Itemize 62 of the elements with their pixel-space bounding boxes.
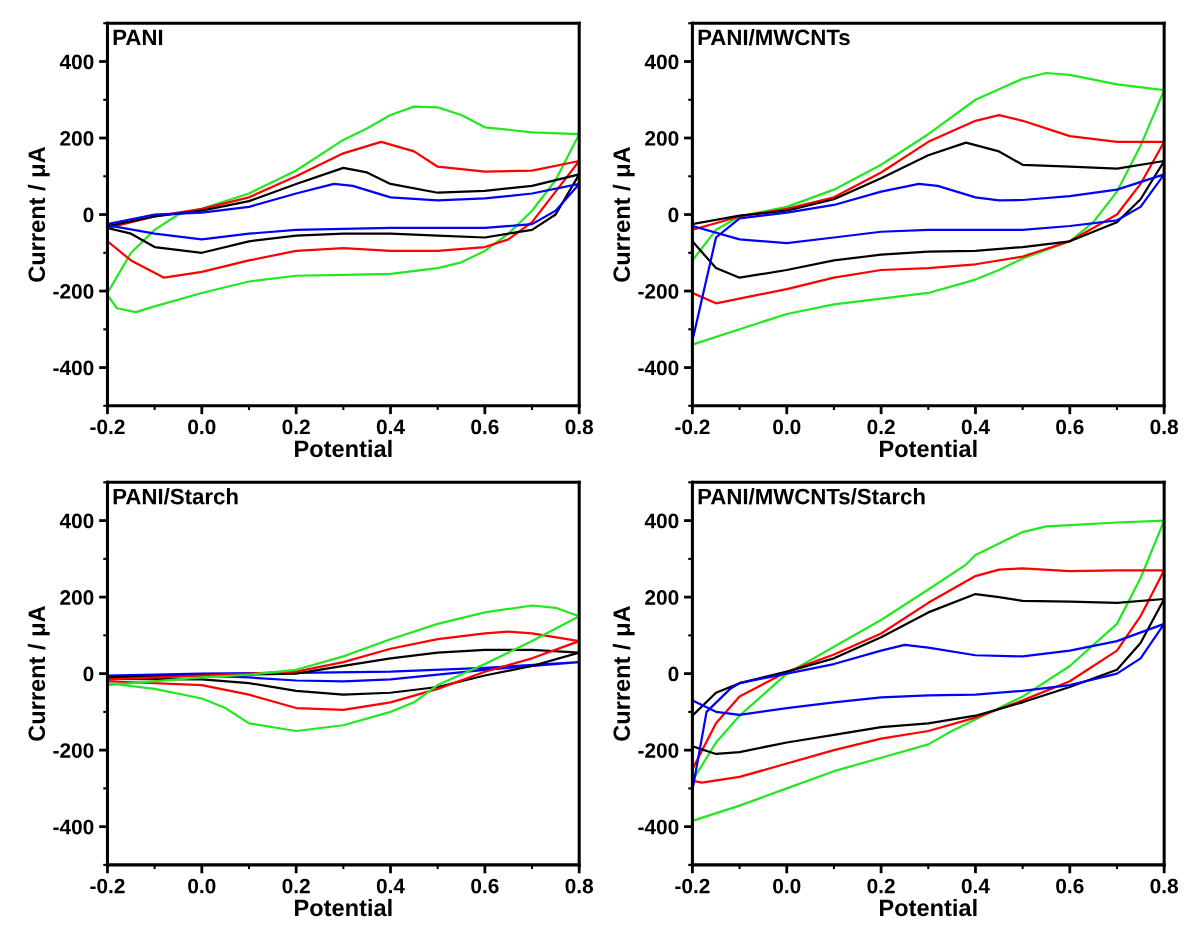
x-axis-title: Potential xyxy=(880,898,977,917)
chart-title: PANI xyxy=(113,29,163,46)
y-tick-label: 200 xyxy=(645,131,679,146)
x-tick-label: 0.2 xyxy=(282,878,310,894)
line-series xyxy=(692,113,1165,305)
y-tick-label: -200 xyxy=(53,284,94,299)
y-tick-label: 400 xyxy=(59,513,94,529)
y-tick-label: 200 xyxy=(645,590,679,605)
chart-title: PANI/MWCNTs/Starch xyxy=(698,488,925,505)
y-tick-label: 0 xyxy=(668,666,679,682)
x-tick-label: 0.8 xyxy=(565,878,594,894)
x-tick-label: 0.8 xyxy=(1150,878,1178,894)
x-tick-label: -0.2 xyxy=(90,878,125,894)
y-tick-label: -200 xyxy=(638,284,679,299)
x-tick-label: -0.2 xyxy=(675,419,710,435)
y-axis-title: Current / μA xyxy=(612,606,635,741)
x-axis-title: Potential xyxy=(295,898,392,917)
y-tick-label: 200 xyxy=(60,131,94,146)
y-tick-label: 400 xyxy=(59,54,94,70)
line-series xyxy=(107,661,580,683)
chart-title: PANI/Starch xyxy=(113,488,238,505)
y-tick-label: 200 xyxy=(60,590,94,605)
line-series xyxy=(107,182,580,241)
x-tick-label: 0.2 xyxy=(867,878,895,894)
y-tick-label: -200 xyxy=(638,743,679,758)
x-tick-label: 0.2 xyxy=(867,419,895,435)
x-tick-label: 0.8 xyxy=(1150,419,1178,435)
x-tick-label: 0.4 xyxy=(376,878,405,894)
x-tick-label: 0.6 xyxy=(471,878,499,894)
x-tick-label: 0.6 xyxy=(1056,878,1084,894)
y-axis-title: Current / μA xyxy=(27,606,50,741)
x-tick-label: -0.2 xyxy=(675,878,710,894)
y-tick-label: 0 xyxy=(83,207,94,223)
y-axis-title: Current / μA xyxy=(612,146,635,282)
x-tick-label: 0.0 xyxy=(773,419,801,435)
x-tick-label: 0.0 xyxy=(188,878,216,894)
x-tick-label: 0.2 xyxy=(282,419,310,435)
y-tick-label: 400 xyxy=(644,54,679,70)
x-tick-label: 0.4 xyxy=(376,419,405,435)
x-axis-title: Potential xyxy=(880,439,977,458)
y-tick-label: 0 xyxy=(668,207,679,223)
line-series xyxy=(692,71,1165,346)
y-tick-label: -400 xyxy=(638,360,679,376)
line-series xyxy=(107,105,580,314)
y-tick-label: 0 xyxy=(83,666,94,682)
x-axis-title: Potential xyxy=(295,439,392,458)
y-axis-title: Current / μA xyxy=(27,146,50,282)
x-tick-label: 0.4 xyxy=(961,878,990,894)
chart-title: PANI/MWCNTs xyxy=(698,28,850,46)
x-tick-label: 0.4 xyxy=(961,419,990,435)
y-tick-label: 400 xyxy=(644,513,679,529)
x-tick-label: 0.8 xyxy=(565,419,594,435)
x-tick-label: 0.6 xyxy=(1056,419,1084,435)
x-tick-label: 0.0 xyxy=(773,878,801,894)
y-tick-label: -400 xyxy=(638,819,679,835)
y-tick-label: -400 xyxy=(53,360,94,376)
y-tick-label: -200 xyxy=(53,743,94,758)
line-series xyxy=(107,140,580,279)
y-tick-label: -400 xyxy=(53,819,94,835)
x-tick-label: 0.0 xyxy=(188,419,216,435)
x-tick-label: -0.2 xyxy=(90,419,125,435)
x-tick-label: 0.6 xyxy=(471,419,499,435)
